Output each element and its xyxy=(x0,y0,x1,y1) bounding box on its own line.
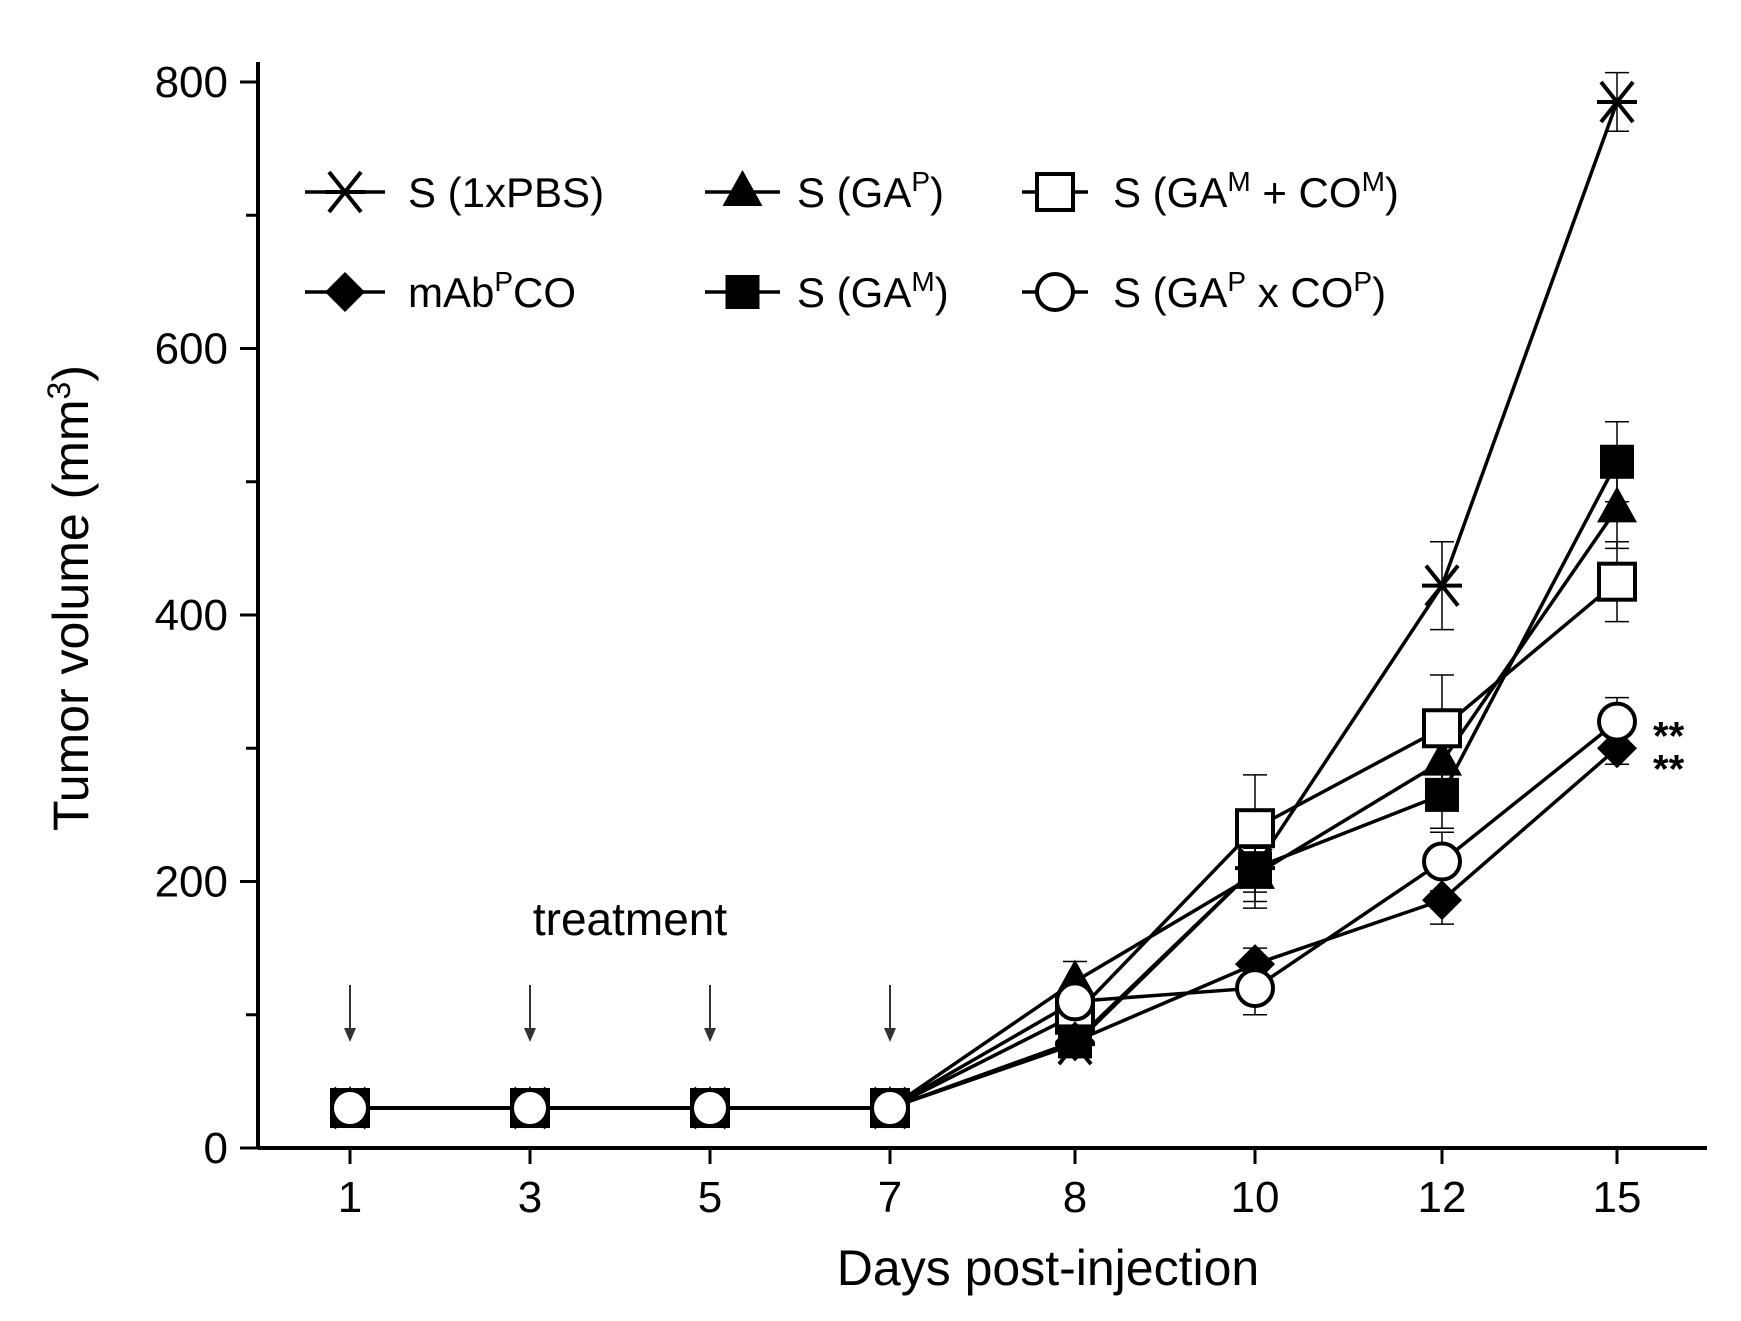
legend-label: S (GAP) xyxy=(797,166,944,216)
legend-marker xyxy=(325,272,365,312)
treatment-arrows xyxy=(344,985,896,1042)
legend-label-part: ) xyxy=(1372,269,1386,316)
y-axis-title: Tumor volume (mm3) xyxy=(41,365,99,831)
legend-label-sup: M xyxy=(911,266,934,297)
legend-label: mAbPCO xyxy=(408,266,576,316)
series-markers xyxy=(330,80,1637,1130)
legend-label-sup: M xyxy=(1227,166,1250,197)
legend-marker xyxy=(325,170,365,214)
data-point xyxy=(1058,1024,1092,1059)
legend-marker xyxy=(725,275,760,309)
y-axis-title-close: ) xyxy=(43,365,99,382)
error-bars xyxy=(1063,71,1629,1056)
legend-label-part: S (GA xyxy=(797,169,911,216)
legend-label: S (GAM + COM) xyxy=(1113,166,1399,216)
legend-label-part: ) xyxy=(1385,169,1399,216)
legend-label-part: + CO xyxy=(1251,169,1362,216)
y-tick-label: 0 xyxy=(204,1124,228,1173)
x-axis-title: Days post-injection xyxy=(837,1240,1259,1296)
data-point xyxy=(1235,808,1275,849)
legend-label-sup: M xyxy=(1362,166,1385,197)
legend-marker xyxy=(1035,272,1075,312)
data-point xyxy=(870,1088,910,1129)
y-axis-title-main: Tumor volume (mm xyxy=(43,399,99,831)
treatment-arrowhead xyxy=(884,1028,896,1042)
legend-label-part: ) xyxy=(935,269,949,316)
legend-label: S (1xPBS) xyxy=(408,169,604,216)
significance-marker: ** xyxy=(1653,715,1685,759)
data-point xyxy=(510,1088,550,1129)
x-tick-label: 8 xyxy=(1063,1173,1087,1222)
y-axis-title-superscript: 3 xyxy=(41,382,77,400)
y-tick-label: 200 xyxy=(155,858,228,907)
data-point xyxy=(1422,880,1462,921)
axes: 0 200 400 600 800 1 3 5 7 8 10 12 15 xyxy=(155,58,1707,1222)
data-point xyxy=(1422,708,1462,749)
data-point xyxy=(1597,80,1637,124)
legend-label-part: ) xyxy=(930,169,944,216)
data-point xyxy=(1600,444,1634,479)
series-line-5 xyxy=(350,720,1619,1110)
y-tick-label: 600 xyxy=(155,325,228,374)
x-tick-label: 10 xyxy=(1231,1173,1280,1222)
x-tick-label: 5 xyxy=(698,1173,722,1222)
legend-label-sup: P xyxy=(1353,266,1372,297)
y-tick-label: 800 xyxy=(155,58,228,107)
legend-label-sup: P xyxy=(494,266,513,297)
data-point xyxy=(1597,561,1637,602)
legend-label: S (GAM) xyxy=(797,266,949,316)
data-point xyxy=(1597,701,1637,742)
legend-marker xyxy=(1035,172,1075,212)
legend-label: S (GAP x COP) xyxy=(1113,266,1386,316)
data-point xyxy=(1597,486,1637,523)
data-point xyxy=(690,1088,730,1129)
data-point xyxy=(1235,968,1275,1009)
data-point xyxy=(1422,564,1462,607)
treatment-arrowhead xyxy=(344,1028,356,1042)
legend-label-sup: P xyxy=(1227,266,1246,297)
data-point xyxy=(1055,981,1095,1022)
x-tick-label: 12 xyxy=(1418,1173,1467,1222)
x-tick-label: 1 xyxy=(338,1173,362,1222)
treatment-arrowhead xyxy=(524,1028,536,1042)
x-tick-label: 7 xyxy=(878,1173,902,1222)
y-tick-label: 400 xyxy=(155,591,228,640)
legend: S (1xPBS) S (GAP) S (GAM + COM)mAbPCO S (GA… xyxy=(305,166,1399,316)
series-line-2 xyxy=(350,580,1619,1110)
legend-label-sup: P xyxy=(911,166,930,197)
legend-label-part: S (1xPBS) xyxy=(408,169,604,216)
data-point xyxy=(1422,739,1462,776)
legend-marker xyxy=(722,170,763,206)
treatment-arrowhead xyxy=(704,1028,716,1042)
x-tick-label: 3 xyxy=(518,1173,542,1222)
x-tick-label: 15 xyxy=(1593,1173,1642,1222)
series-lines xyxy=(350,101,1619,1110)
legend-label-part: CO xyxy=(513,269,576,316)
data-point xyxy=(330,1088,370,1129)
significance-marker: ** xyxy=(1653,747,1685,791)
data-point xyxy=(1422,841,1462,882)
treatment-annotation: treatment xyxy=(533,893,728,945)
legend-label-part: S (GA xyxy=(1113,269,1227,316)
data-point xyxy=(1425,777,1459,812)
legend-label-part: S (GA xyxy=(1113,169,1227,216)
legend-label-part: S (GA xyxy=(797,269,911,316)
legend-label-part: x CO xyxy=(1246,269,1353,316)
data-point xyxy=(1238,851,1272,886)
legend-label-part: mAb xyxy=(408,269,494,316)
